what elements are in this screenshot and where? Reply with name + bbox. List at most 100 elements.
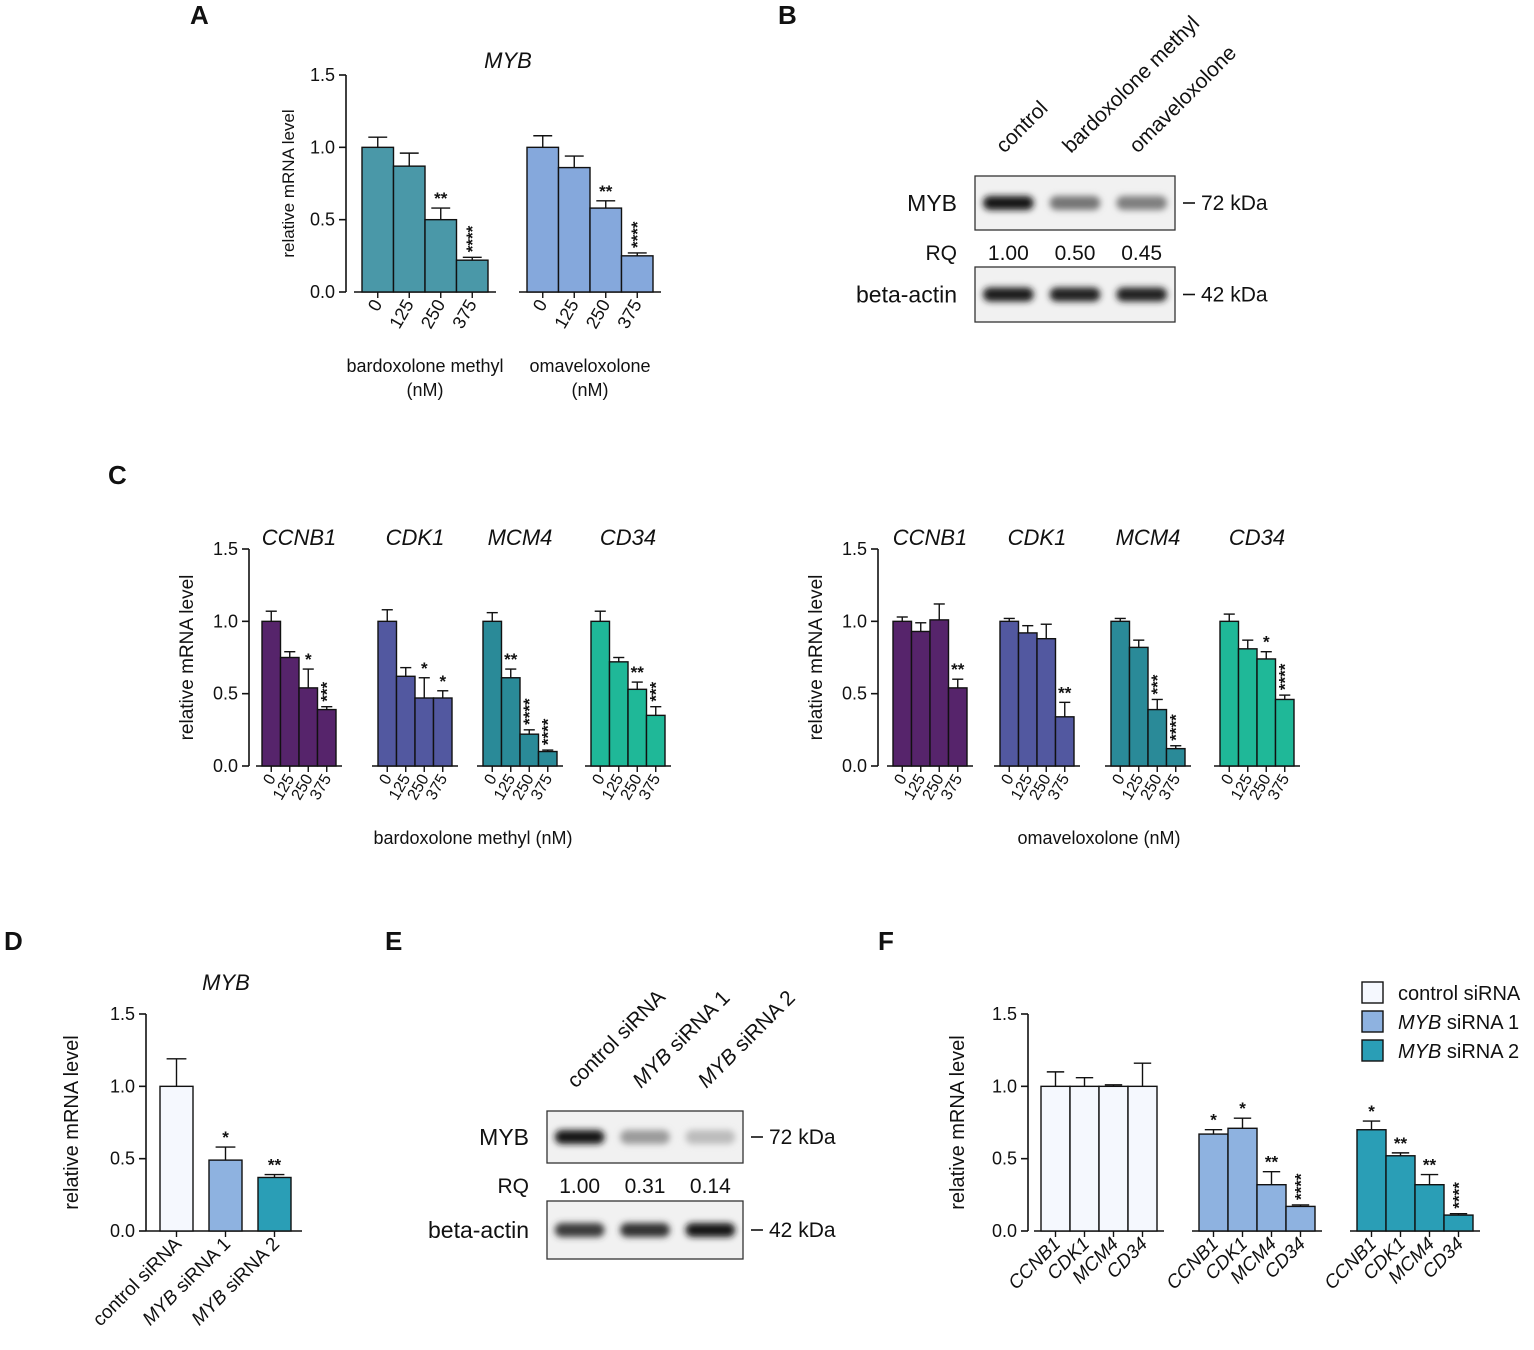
bar bbox=[414, 697, 435, 767]
y-tick-label: 0.0 bbox=[213, 756, 238, 776]
x-axis-label: bardoxolone methyl (nM) bbox=[373, 828, 572, 848]
significance-marker: * bbox=[1368, 1102, 1375, 1121]
panel-letter-d: D bbox=[4, 926, 23, 956]
loading-band bbox=[620, 1223, 670, 1237]
legend-label: MYB siRNA 1 bbox=[1398, 1012, 1519, 1034]
y-axis-label: relative mRNA level bbox=[947, 1035, 969, 1210]
panel-letter-b: B bbox=[778, 0, 797, 30]
significance-marker: * bbox=[1263, 633, 1270, 652]
y-axis-label: relative mRNA level bbox=[279, 109, 298, 257]
y-tick-label: 1.5 bbox=[213, 539, 238, 559]
significance-marker: * bbox=[1239, 1099, 1246, 1118]
y-tick-label: 1.0 bbox=[310, 137, 335, 157]
legend-text-part: siRNA 2 bbox=[1441, 1041, 1519, 1063]
x-tick-label: 375 bbox=[307, 771, 335, 803]
loading-marker: 42 kDa bbox=[769, 1219, 836, 1242]
rq-value: 1.00 bbox=[559, 1175, 600, 1198]
legend-swatch bbox=[1361, 981, 1384, 1004]
bar bbox=[1227, 1127, 1258, 1232]
bar bbox=[947, 687, 968, 767]
significance-marker: **** bbox=[628, 221, 647, 248]
bar bbox=[361, 146, 395, 293]
bar bbox=[645, 714, 666, 767]
x-tick-label: 375 bbox=[1265, 771, 1293, 803]
y-axis-label: relative mRNA level bbox=[177, 575, 198, 741]
y-tick-label: 1.5 bbox=[310, 65, 335, 85]
y-tick-label: 0.5 bbox=[110, 1149, 135, 1169]
significance-marker: **** bbox=[520, 698, 539, 725]
legend-gene: MYB bbox=[1398, 1012, 1441, 1034]
significance-marker: *** bbox=[647, 681, 666, 701]
bar bbox=[1127, 1085, 1158, 1232]
bar bbox=[377, 620, 398, 767]
lane-text: control bbox=[992, 97, 1053, 158]
gene-title: CCNB1 bbox=[262, 525, 337, 550]
group-unit: (nM) bbox=[407, 380, 444, 400]
significance-marker: ** bbox=[1265, 1153, 1279, 1172]
chart-title: MYB bbox=[202, 970, 250, 995]
rq-value: 1.00 bbox=[988, 242, 1029, 265]
target-band bbox=[1116, 196, 1167, 210]
bar bbox=[627, 688, 648, 767]
significance-marker: ** bbox=[599, 182, 613, 201]
x-tick-label: 375 bbox=[528, 771, 556, 803]
bar bbox=[257, 1176, 292, 1232]
bar bbox=[1098, 1085, 1129, 1232]
bar bbox=[892, 620, 913, 767]
target-marker: 72 kDa bbox=[769, 1126, 836, 1149]
bar bbox=[1128, 646, 1149, 767]
legend-gene: MYB bbox=[1398, 1041, 1441, 1063]
loading-band bbox=[554, 1223, 605, 1237]
significance-marker: **** bbox=[539, 718, 558, 745]
significance-marker: * bbox=[1210, 1111, 1217, 1130]
gene-title: CD34 bbox=[1229, 525, 1285, 550]
target-label: MYB bbox=[907, 190, 957, 216]
gene-title: CDK1 bbox=[1008, 525, 1067, 550]
y-tick-label: 0.0 bbox=[992, 1221, 1017, 1241]
loading-marker: 42 kDa bbox=[1201, 284, 1268, 307]
bar bbox=[929, 619, 950, 767]
significance-marker: **** bbox=[1292, 1173, 1311, 1200]
bar bbox=[261, 620, 282, 767]
bar bbox=[159, 1085, 194, 1232]
x-tick-label: 375 bbox=[636, 771, 664, 803]
bar bbox=[392, 165, 426, 293]
y-tick-label: 1.0 bbox=[992, 1076, 1017, 1096]
bar bbox=[424, 218, 458, 293]
lane-text: siRNA 2 bbox=[726, 986, 800, 1060]
bar bbox=[1256, 658, 1277, 767]
group-unit: (nM) bbox=[572, 380, 609, 400]
loading-label: beta-actin bbox=[856, 282, 957, 308]
group-label: bardoxolone methyl bbox=[346, 356, 503, 376]
bar bbox=[455, 259, 489, 293]
bar bbox=[1385, 1155, 1416, 1232]
rq-value: 0.31 bbox=[625, 1175, 666, 1198]
significance-marker: ** bbox=[1394, 1134, 1408, 1153]
bar bbox=[1237, 648, 1258, 767]
bar bbox=[1147, 708, 1168, 767]
rq-value: 0.14 bbox=[690, 1175, 731, 1198]
significance-marker: *** bbox=[1148, 674, 1167, 694]
significance-marker: **** bbox=[1276, 663, 1295, 690]
rq-label: RQ bbox=[498, 1175, 530, 1198]
chart-title: MYB bbox=[484, 48, 532, 73]
gene-title: MCM4 bbox=[488, 525, 553, 550]
significance-marker: ** bbox=[1058, 683, 1072, 702]
significance-marker: ** bbox=[268, 1156, 282, 1175]
loading-label: beta-actin bbox=[428, 1217, 529, 1243]
y-tick-label: 1.0 bbox=[213, 611, 238, 631]
y-tick-label: 0.5 bbox=[992, 1149, 1017, 1169]
bar bbox=[999, 620, 1020, 767]
bar bbox=[1219, 620, 1240, 767]
legend-swatch bbox=[1361, 1010, 1384, 1033]
bar bbox=[1256, 1184, 1287, 1232]
y-tick-label: 0.5 bbox=[842, 684, 867, 704]
bar bbox=[1040, 1085, 1071, 1232]
y-axis-label: relative mRNA level bbox=[806, 575, 827, 741]
panel-letter-c: C bbox=[108, 460, 127, 490]
